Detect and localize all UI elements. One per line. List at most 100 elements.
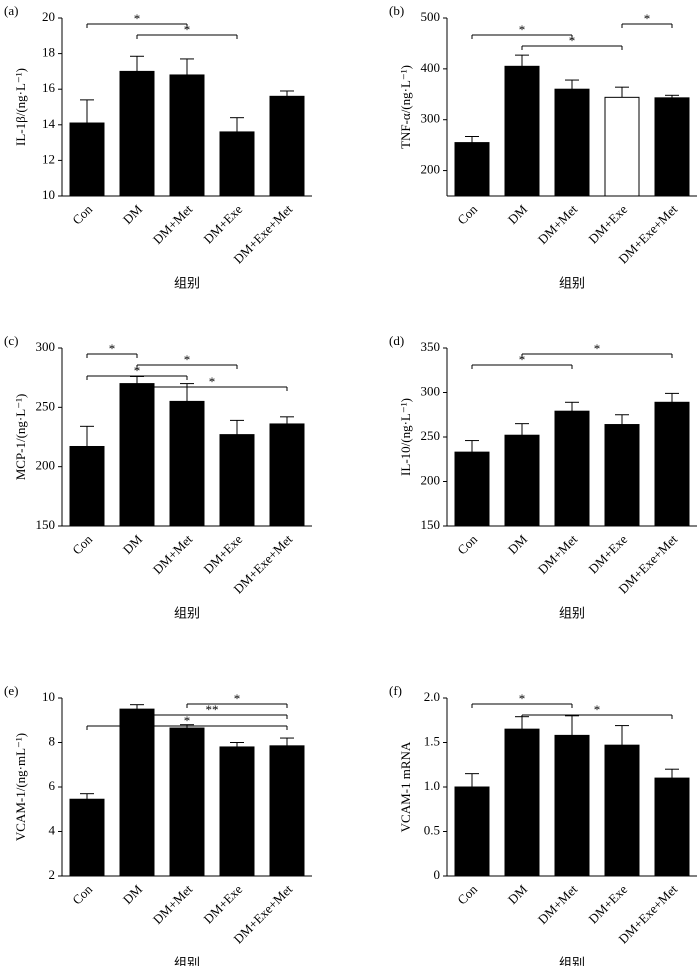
- x-tick-label: DM+Met: [150, 531, 196, 577]
- bar: [269, 745, 305, 877]
- x-tick-label: Con: [69, 201, 95, 227]
- y-tick-label: 4: [49, 822, 56, 837]
- bar: [69, 445, 105, 527]
- y-tick-label: 200: [421, 472, 441, 487]
- significance-label: *: [594, 702, 601, 717]
- y-tick-label: 14: [42, 116, 56, 131]
- y-axis-label: IL-1β/(ng·L⁻¹): [13, 68, 28, 146]
- bar: [654, 97, 690, 197]
- bar: [219, 746, 255, 877]
- x-tick-label: DM+Met: [150, 881, 196, 927]
- bar: [504, 728, 540, 877]
- y-tick-label: 150: [421, 517, 441, 532]
- x-tick-label: Con: [69, 881, 95, 907]
- bar: [554, 410, 590, 527]
- y-axis-label: MCP-1/(ng·L⁻¹): [13, 394, 28, 481]
- significance-label: *: [109, 341, 116, 356]
- bar: [604, 96, 640, 197]
- panel-label: (f): [389, 683, 402, 698]
- x-tick-label: DM+Exe: [200, 201, 245, 246]
- bar: [219, 131, 255, 197]
- x-tick-label: DM+Exe: [585, 881, 630, 926]
- bar: [554, 734, 590, 877]
- significance-label: *: [519, 22, 526, 37]
- x-tick-label: DM+Exe: [200, 531, 245, 576]
- x-axis-label: 组别: [174, 607, 200, 622]
- y-tick-label: 20: [42, 9, 55, 24]
- y-tick-label: 12: [42, 151, 55, 166]
- y-tick-label: 16: [42, 80, 56, 95]
- panel-label: (a): [4, 3, 18, 18]
- x-tick-label: DM: [505, 881, 531, 907]
- y-axis-label: VCAM-1/(ng·mL⁻¹): [13, 733, 28, 841]
- bar: [454, 142, 490, 197]
- x-axis-label: 组别: [174, 277, 200, 292]
- y-tick-label: 200: [36, 458, 56, 473]
- panel-label: (c): [4, 333, 18, 348]
- y-tick-label: 150: [36, 517, 56, 532]
- y-tick-label: 0.5: [424, 822, 440, 837]
- significance-label: *: [234, 691, 241, 706]
- y-tick-label: 2.0: [424, 689, 440, 704]
- x-axis-label: 组别: [174, 957, 200, 966]
- panel-label: (d): [389, 333, 404, 348]
- x-tick-label: DM: [120, 881, 146, 907]
- x-tick-label: Con: [454, 201, 480, 227]
- y-tick-label: 250: [36, 398, 56, 413]
- y-tick-label: 500: [421, 9, 441, 24]
- y-tick-label: 1.5: [424, 733, 440, 748]
- y-axis-label: TNF-α/(ng·L⁻¹): [398, 65, 413, 149]
- bar: [269, 423, 305, 527]
- bar: [269, 95, 305, 197]
- panel-label: (e): [4, 683, 18, 698]
- bar: [504, 434, 540, 527]
- x-tick-label: DM+Met: [535, 531, 581, 577]
- x-tick-label: DM+Met: [535, 881, 581, 927]
- x-tick-label: DM: [120, 531, 146, 557]
- y-tick-label: 8: [49, 733, 56, 748]
- significance-label: *: [184, 713, 191, 728]
- y-axis-label: IL-10/(ng·L⁻¹): [398, 398, 413, 476]
- x-tick-label: DM+Exe: [585, 201, 630, 246]
- y-tick-label: 18: [42, 45, 55, 60]
- significance-label: *: [569, 33, 576, 48]
- bar: [604, 424, 640, 527]
- significance-label: *: [519, 352, 526, 367]
- x-axis-label: 组别: [559, 957, 585, 966]
- bar: [554, 88, 590, 197]
- y-tick-label: 300: [421, 383, 441, 398]
- bar: [169, 400, 205, 527]
- significance-label: *: [594, 341, 601, 356]
- significance-label: *: [134, 11, 141, 26]
- y-tick-label: 2: [49, 867, 56, 882]
- significance-label: *: [134, 363, 141, 378]
- x-tick-label: DM: [120, 201, 146, 227]
- bar: [69, 122, 105, 197]
- bar: [454, 451, 490, 527]
- y-tick-label: 0: [434, 867, 441, 882]
- bar: [119, 70, 155, 197]
- bar: [119, 383, 155, 527]
- significance-label: *: [519, 691, 526, 706]
- significance-label: *: [209, 374, 216, 389]
- x-tick-label: DM: [505, 201, 531, 227]
- y-tick-label: 1.0: [424, 778, 440, 793]
- y-tick-label: 6: [49, 778, 56, 793]
- bar: [219, 434, 255, 527]
- x-tick-label: DM+Met: [150, 201, 196, 247]
- y-tick-label: 300: [421, 111, 441, 126]
- x-tick-label: Con: [69, 531, 95, 557]
- x-tick-label: DM+Exe: [585, 531, 630, 576]
- y-axis-label: VCAM-1 mRNA: [398, 741, 413, 832]
- x-tick-label: DM: [505, 531, 531, 557]
- bar: [654, 401, 690, 527]
- panel-label: (b): [389, 3, 404, 18]
- x-tick-label: Con: [454, 881, 480, 907]
- significance-label: **: [206, 702, 219, 717]
- y-tick-label: 250: [421, 428, 441, 443]
- bar: [169, 727, 205, 877]
- x-axis-label: 组别: [559, 607, 585, 622]
- bar: [454, 786, 490, 877]
- x-tick-label: Con: [454, 531, 480, 557]
